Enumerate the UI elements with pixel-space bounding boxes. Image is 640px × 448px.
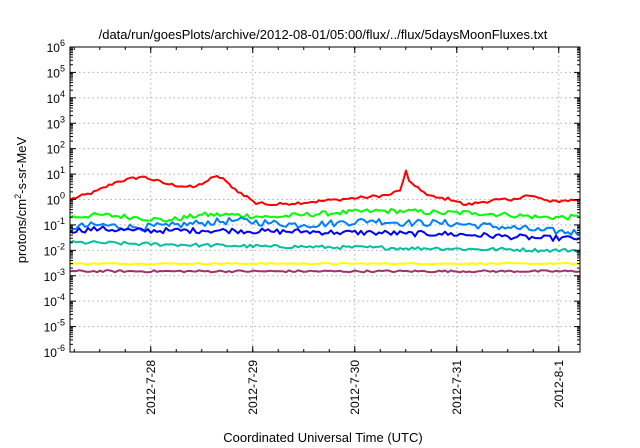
y-tick-exponent: 1	[60, 165, 65, 175]
y-tick-label: 101	[47, 165, 65, 182]
y-tick-exponent: 3	[60, 114, 65, 124]
y-tick-base: 10	[47, 194, 61, 208]
y-tick-exponent: -4	[57, 292, 65, 302]
y-tick-base: 10	[47, 117, 61, 131]
y-tick-exponent: 0	[60, 191, 65, 201]
x-tick-label: 2012-8-1	[552, 360, 566, 408]
y-tick-label: 10-6	[44, 343, 65, 360]
y-tick-label: 10-2	[44, 241, 65, 258]
y-tick-exponent: -5	[57, 318, 65, 328]
y-tick-exponent: -6	[57, 343, 65, 353]
y-axis: 10-610-510-410-310-210-11001011021031041…	[44, 38, 580, 360]
y-tick-base: 10	[44, 295, 58, 309]
y-tick-exponent: 5	[60, 63, 65, 73]
y-tick-base: 10	[47, 143, 61, 157]
y-tick-exponent: -3	[57, 267, 65, 277]
series-line-5	[69, 240, 581, 253]
y-axis-label-suffix: -s-sr-MeV	[14, 136, 29, 193]
y-tick-label: 10-3	[44, 267, 65, 284]
y-tick-exponent: 6	[60, 38, 65, 48]
y-tick-label: 102	[47, 140, 65, 157]
series-line-2	[69, 208, 581, 223]
series-line-6	[69, 261, 581, 266]
y-tick-base: 10	[44, 219, 58, 233]
x-axis: 2012-7-28 2012-7-29 2012-7-30 2012-7-31 2012…	[73, 47, 566, 415]
y-tick-base: 10	[44, 346, 58, 360]
y-axis-label-prefix: protons/cm	[14, 199, 29, 263]
y-tick-label: 100	[47, 191, 65, 208]
series-layer	[69, 169, 581, 274]
x-tick-label: 2012-7-30	[348, 360, 362, 415]
y-tick-base: 10	[44, 321, 58, 335]
x-tick-label: 2012-7-29	[246, 360, 260, 415]
y-axis-label: protons/cm2-s-sr-MeV	[13, 136, 29, 263]
series-line-1	[69, 169, 581, 206]
chart-title: /data/run/goesPlots/archive/2012-08-01/0…	[99, 27, 548, 42]
y-tick-base: 10	[47, 168, 61, 182]
x-tick-label: 2012-7-28	[144, 360, 158, 415]
y-tick-base: 10	[47, 92, 61, 106]
y-tick-label: 104	[47, 89, 65, 106]
y-tick-label: 105	[47, 63, 65, 80]
x-axis-label: Coordinated Universal Time (UTC)	[223, 430, 422, 445]
y-tick-label: 106	[47, 38, 65, 55]
series-line-4	[69, 225, 581, 242]
y-tick-exponent: 2	[60, 140, 65, 150]
grid	[70, 47, 580, 352]
y-tick-label: 10-1	[44, 216, 65, 233]
y-tick-base: 10	[44, 244, 58, 258]
y-tick-exponent: -1	[57, 216, 65, 226]
y-tick-exponent: -2	[57, 241, 65, 251]
x-tick-label: 2012-7-31	[450, 360, 464, 415]
y-tick-base: 10	[44, 270, 58, 284]
y-tick-base: 10	[47, 66, 61, 80]
series-line-3	[69, 216, 581, 236]
y-tick-label: 103	[47, 114, 65, 131]
y-tick-exponent: 4	[60, 89, 65, 99]
y-tick-label: 10-5	[44, 318, 65, 335]
y-tick-base: 10	[47, 41, 61, 55]
y-tick-label: 10-4	[44, 292, 65, 309]
series-line-7	[69, 269, 581, 274]
y-axis-label-superscript: 2	[13, 194, 23, 199]
